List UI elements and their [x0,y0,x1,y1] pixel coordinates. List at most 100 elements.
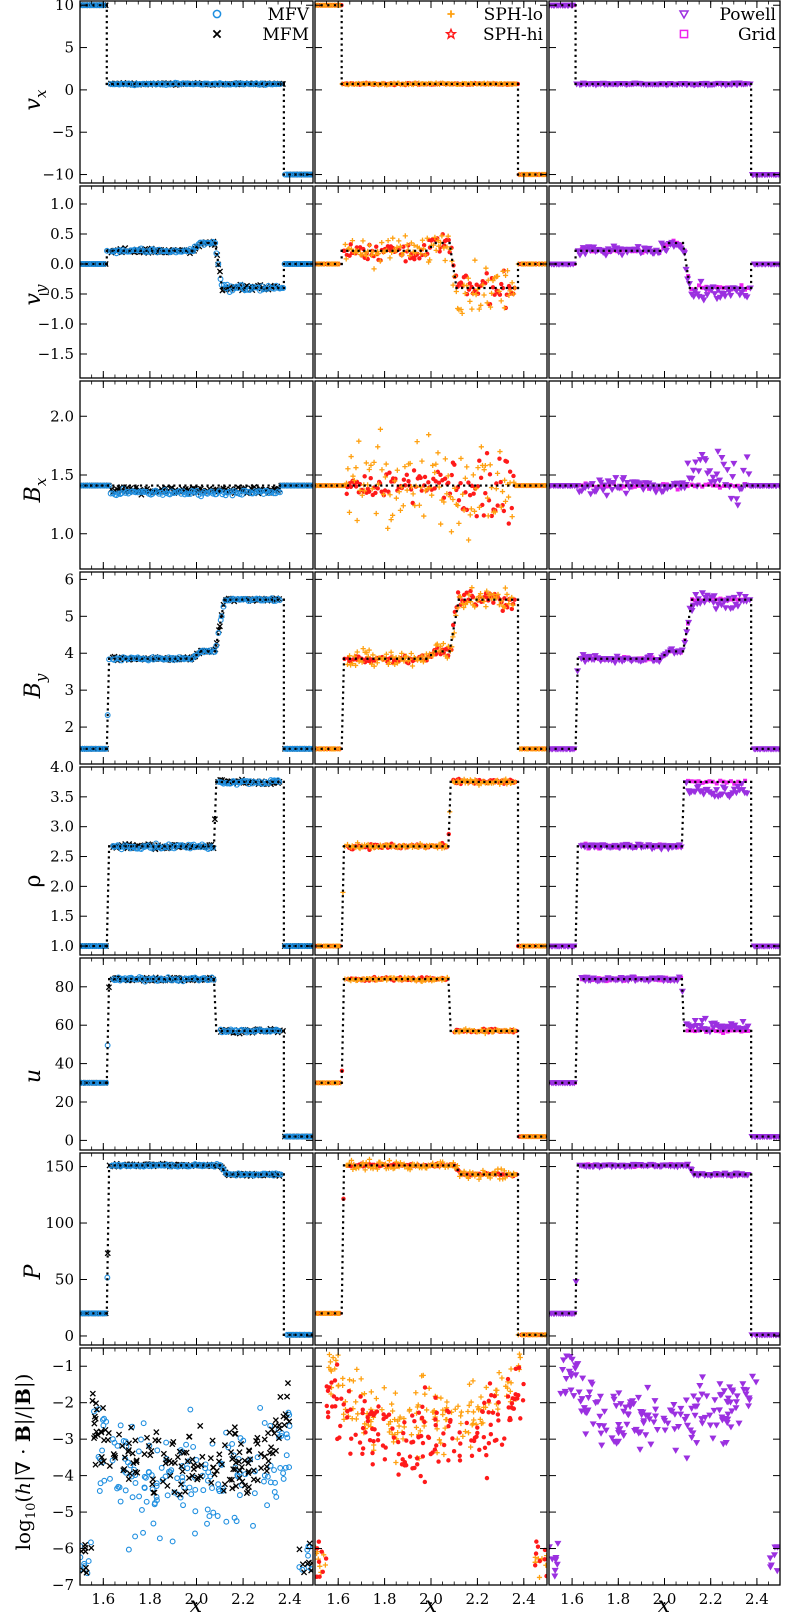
vx-exact-dot [750,111,753,114]
By-exact-dot [611,657,615,660]
rho-MFV-point [230,778,237,785]
Bx-Powell-point [599,487,607,494]
rho-exact-dot [449,780,452,784]
By-Powell-point [712,606,720,613]
Bx-exact-dot [751,484,754,487]
vy-exact-dot [156,249,159,252]
vx-exact-dot [406,82,409,86]
vy-SPH-lo-point [387,255,393,261]
rho-exact-dot [342,850,345,854]
rho-exact-dot [282,803,285,806]
vy-Grid-point [739,283,744,288]
vx-exact-dot [266,82,269,86]
Bx-SPH-lo-point [373,510,379,517]
By-exact-dot [516,675,520,679]
vy-exact-dot [727,286,730,290]
By-exact-dot [528,747,531,750]
rho-exact-dot [282,905,285,908]
vx-exact-dot [116,82,119,86]
vx-exact-dot [574,49,577,52]
rho-exact-dot [750,780,753,784]
Bx-SPH-hi-point [464,507,470,513]
rho-Powell-point [700,791,708,798]
vx-exact-dot [282,82,285,86]
vy-SPH-lo-point [385,238,391,244]
vy-SPH-lo-point [483,265,489,271]
By-Powell-point [683,629,691,636]
rho-SPH-lo-point [357,845,363,852]
rho-exact-dot [657,845,660,848]
rho-MFV-point [187,845,194,852]
Bx-exact-dot [707,484,710,487]
Bx-exact-dot [756,484,760,487]
By-exact-dot [750,642,753,645]
rho-exact-dot [448,821,451,825]
Bx-SPH-lo-point [382,474,389,480]
vx-exact-dot [494,82,498,86]
vy-exact-dot [516,286,520,290]
Bx-SPH-hi-point [373,490,378,496]
vx-exact-dot [511,82,514,86]
vy-SPH-lo-point [476,306,482,312]
By-exact-dot [207,650,210,653]
Bx-SPH-lo-point [502,477,508,483]
By-Powell-point [736,591,744,598]
Bx-SPH-lo-point [400,503,406,509]
rho-exact-dot [447,833,450,836]
vx-exact-dot [105,82,108,86]
By-MFV-point [84,745,91,752]
By-exact-dot [691,598,694,601]
Bx-exact-dot [729,484,732,487]
vy-exact-dot [602,249,605,252]
rho-exact-dot [477,780,480,784]
By-SPH-lo-point [484,588,490,594]
rho-Grid-point [689,779,694,784]
Bx-exact-dot [184,484,187,487]
vx-exact-dot [516,145,520,148]
Bx-SPH-hi-point [483,490,488,496]
rho-exact-dot [196,845,199,848]
vx-exact-dot [122,82,125,86]
By-exact-dot [688,615,691,619]
Bx-exact-dot [178,484,181,487]
vx-exact-dot [516,94,520,97]
vy-Powell-point [725,288,733,296]
Bx-Grid-point [654,486,659,491]
panel-vy-col-1 [315,232,547,316]
vx-exact-dot [105,21,108,24]
By-MFV-point [308,745,313,752]
vx-exact-dot [653,82,656,86]
vy-exact-dot [534,262,537,266]
By-exact-dot [574,742,577,745]
vy-Grid-point [700,285,705,290]
By-exact-dot [732,598,735,601]
Bx-SPH-lo-point [481,467,487,473]
By-exact-dot [516,714,520,717]
Bx-Grid-point [604,484,609,489]
vx-exact-dot [194,82,197,86]
By-exact-dot [105,736,109,739]
By-exact-dot [697,598,700,601]
vy-SPH-lo-point [433,247,439,253]
By-exact-dot [540,747,543,750]
vy-exact-dot [368,249,372,252]
rho-exact-dot [750,854,753,857]
By-exact-dot [185,657,188,660]
vx-exact-dot [199,82,202,86]
vy-Powell-point [743,294,751,301]
vy-SPH-hi-point [507,285,513,291]
vy-SPH-lo-point [480,282,486,288]
By-SPH-hi-point [455,590,461,595]
By-exact-dot [340,736,344,739]
vy-exact-dot [139,249,142,252]
By-exact-dot [575,691,579,694]
rho-exact-dot [455,780,458,784]
Bx-SPH-hi-point [471,491,476,496]
Bx-MFV-point [198,493,204,500]
Bx-SPH-hi-point [487,472,493,477]
vy-exact-dot [282,280,285,284]
Bx-SPH-hi-point [501,508,507,514]
Bx-exact-dot [457,484,460,487]
rho-exact-dot [682,798,685,801]
Bx-exact-dot [284,484,287,487]
